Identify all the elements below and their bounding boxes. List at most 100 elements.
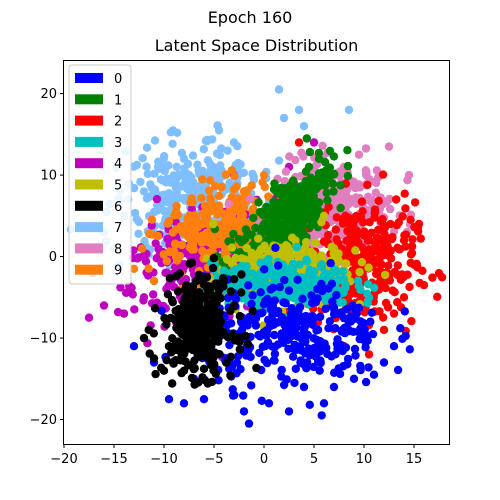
point-6 <box>144 325 153 335</box>
axes-frame <box>63 60 450 445</box>
point-0 <box>325 317 335 326</box>
point-1 <box>314 198 324 207</box>
outlier-point-7 <box>299 122 309 131</box>
point-3 <box>264 254 273 264</box>
point-7 <box>223 146 232 155</box>
point-0 <box>288 326 297 335</box>
point-6 <box>150 304 160 313</box>
point-0 <box>315 366 324 375</box>
point-2 <box>351 259 360 269</box>
point-3 <box>288 265 297 274</box>
point-0 <box>257 396 266 405</box>
point-3 <box>294 287 304 297</box>
point-7 <box>136 177 145 187</box>
point-7 <box>164 189 174 198</box>
point-2 <box>370 207 380 217</box>
outlier-point-1 <box>294 187 304 196</box>
point-5 <box>288 233 297 242</box>
legend-label-0: 0 <box>114 72 122 87</box>
point-3 <box>338 267 348 276</box>
point-0 <box>393 365 403 375</box>
outlier-point-1 <box>269 223 279 233</box>
point-7 <box>134 229 143 238</box>
point-0 <box>255 348 264 358</box>
point-1 <box>305 147 315 157</box>
point-0 <box>301 358 310 368</box>
point-2 <box>358 207 367 216</box>
point-6 <box>162 356 171 365</box>
point-6 <box>200 375 210 385</box>
point-0 <box>287 304 296 313</box>
outlier-point-2 <box>399 293 409 302</box>
point-7 <box>193 160 202 169</box>
point-2 <box>366 249 375 258</box>
outlier-point-2 <box>294 138 304 147</box>
point-3 <box>370 283 379 292</box>
point-7 <box>249 172 258 182</box>
point-9 <box>205 186 214 195</box>
point-0 <box>239 391 248 400</box>
outlier-point-2 <box>364 350 374 359</box>
y-tick-label: −10 <box>30 332 57 347</box>
point-8 <box>361 144 371 153</box>
point-7 <box>173 128 182 137</box>
point-2 <box>433 292 442 301</box>
point-8 <box>361 166 370 175</box>
point-0 <box>308 320 317 329</box>
outlier-point-8 <box>354 150 364 159</box>
legend-label-1: 1 <box>114 93 122 108</box>
point-0 <box>233 352 243 361</box>
point-9 <box>237 209 247 218</box>
point-0 <box>277 365 286 375</box>
x-tick-label: −10 <box>150 452 177 467</box>
point-1 <box>323 196 332 205</box>
outlier-point-6 <box>179 366 189 375</box>
point-0 <box>157 306 166 315</box>
point-6 <box>201 292 210 302</box>
point-7 <box>188 151 198 160</box>
outlier-point-0 <box>244 419 254 428</box>
point-3 <box>292 242 301 252</box>
point-9 <box>144 264 153 273</box>
point-0 <box>366 317 375 326</box>
outlier-point-6 <box>159 366 169 375</box>
point-6 <box>214 285 224 295</box>
point-7 <box>159 152 169 161</box>
point-9 <box>147 215 157 224</box>
point-2 <box>388 286 397 295</box>
outlier-point-5 <box>319 211 329 220</box>
point-4 <box>116 283 125 292</box>
point-2 <box>400 189 409 198</box>
point-0 <box>364 363 373 372</box>
point-5 <box>355 267 364 277</box>
outlier-point-2 <box>379 244 389 253</box>
point-9 <box>198 246 207 256</box>
point-3 <box>363 280 373 289</box>
point-0 <box>305 351 315 360</box>
point-0 <box>351 351 360 360</box>
point-6 <box>237 288 246 297</box>
point-1 <box>281 217 290 227</box>
point-0 <box>295 302 305 312</box>
point-4 <box>152 194 162 204</box>
point-2 <box>381 298 391 308</box>
y-tick-label: 0 <box>49 250 57 265</box>
point-0 <box>309 362 318 372</box>
point-0 <box>313 284 322 294</box>
point-0 <box>277 372 286 381</box>
point-3 <box>338 298 347 307</box>
outlier-point-4 <box>84 313 94 322</box>
point-4 <box>147 221 156 230</box>
point-1 <box>269 185 279 194</box>
point-2 <box>379 313 388 322</box>
point-6 <box>168 298 177 307</box>
point-6 <box>171 356 180 365</box>
point-5 <box>208 219 218 229</box>
point-6 <box>210 360 219 369</box>
x-tick-label: −5 <box>204 452 223 467</box>
legend-swatch-8 <box>75 243 103 254</box>
point-7 <box>172 188 182 197</box>
outlier-point-4 <box>139 293 149 302</box>
point-1 <box>325 163 334 172</box>
point-6 <box>226 287 236 296</box>
